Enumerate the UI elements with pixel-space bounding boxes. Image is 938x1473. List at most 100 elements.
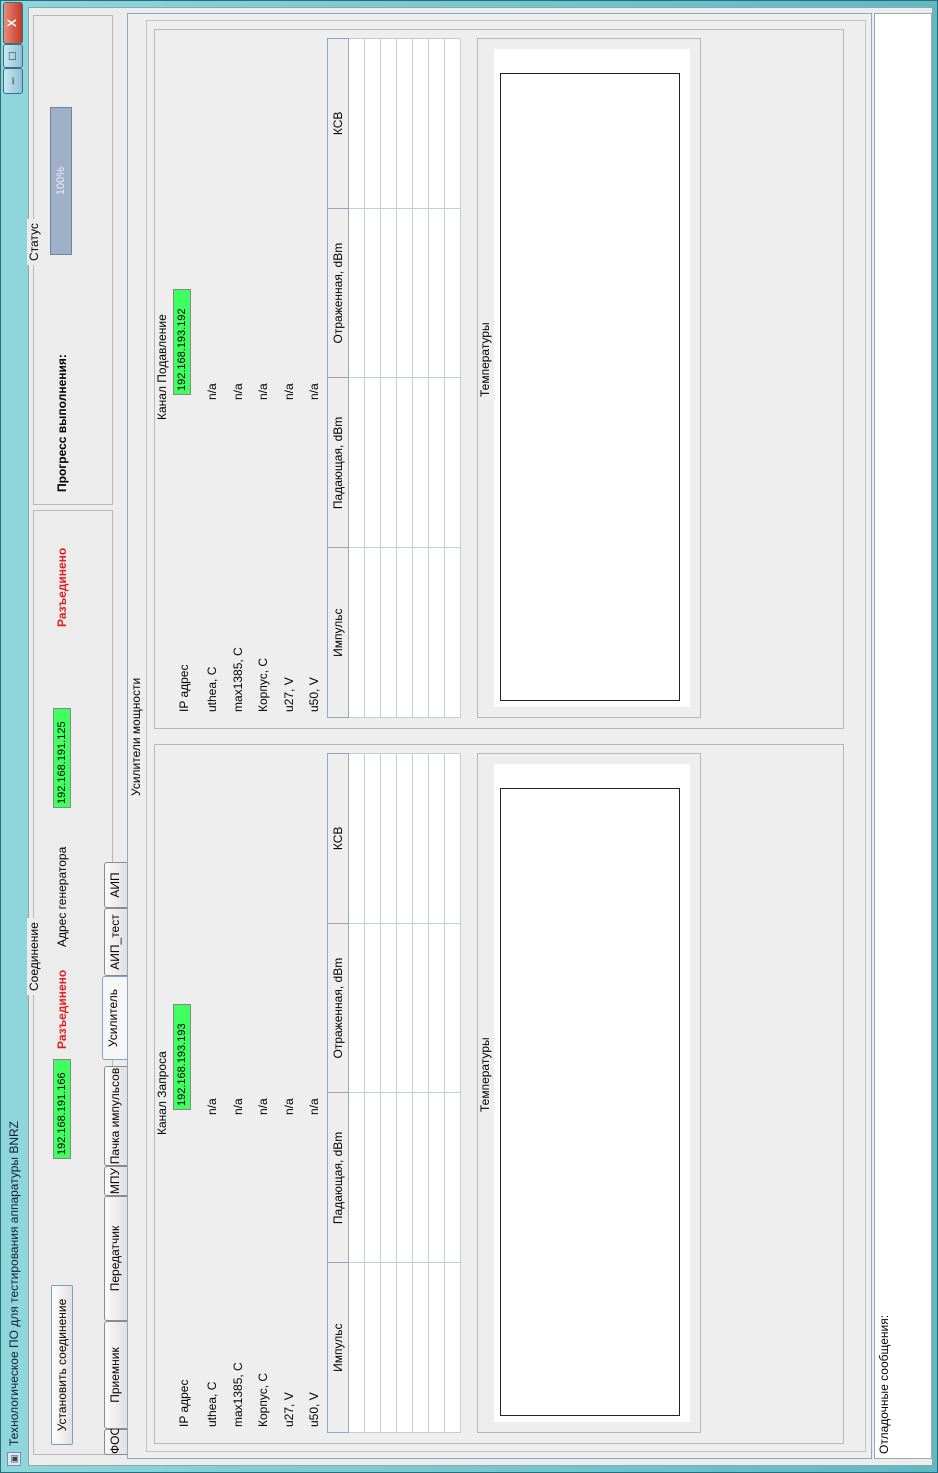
table-row[interactable] xyxy=(428,753,445,1433)
table-cell[interactable] xyxy=(364,1093,381,1263)
table-cell[interactable] xyxy=(444,753,461,924)
table-cell[interactable] xyxy=(380,1262,397,1433)
table-row[interactable] xyxy=(428,38,445,718)
table-cell[interactable] xyxy=(396,923,413,1093)
tab-aip[interactable]: АИП xyxy=(104,862,127,908)
maximize-button[interactable]: □ xyxy=(3,44,23,68)
table-cell[interactable] xyxy=(380,753,397,924)
connect-button[interactable]: Установить соединение xyxy=(51,1285,73,1445)
table-cell[interactable] xyxy=(348,1093,365,1263)
generator-ip-field[interactable]: 192.168.191.125 xyxy=(53,708,71,808)
table-cell[interactable] xyxy=(364,208,381,378)
col-reflected[interactable]: Отраженная, dBm xyxy=(327,208,349,378)
table-cell[interactable] xyxy=(412,547,429,718)
table-cell[interactable] xyxy=(428,753,445,924)
table-cell[interactable] xyxy=(396,1262,413,1433)
col-pulse[interactable]: Импульс xyxy=(327,547,349,718)
table-cell[interactable] xyxy=(396,547,413,718)
table-row[interactable] xyxy=(444,38,461,718)
table-cell[interactable] xyxy=(396,378,413,548)
table-cell[interactable] xyxy=(396,1093,413,1263)
col-incident[interactable]: Падающая, dBm xyxy=(327,378,349,548)
tab-pulse-burst[interactable]: Пачка импульсов xyxy=(104,1066,127,1166)
table-cell[interactable] xyxy=(380,923,397,1093)
table-cell[interactable] xyxy=(444,547,461,718)
table-cell[interactable] xyxy=(364,378,381,548)
ip-address-field[interactable]: 192.168.191.166 xyxy=(53,1059,71,1159)
tab-amplifier[interactable]: Усилитель xyxy=(102,976,128,1060)
window-title: Технологическое ПО для тестирования аппа… xyxy=(7,1121,21,1446)
table-row[interactable] xyxy=(380,753,397,1433)
table-cell[interactable] xyxy=(428,547,445,718)
table-cell[interactable] xyxy=(428,208,445,378)
table-cell[interactable] xyxy=(364,753,381,924)
table-row[interactable] xyxy=(380,38,397,718)
table-cell[interactable] xyxy=(364,547,381,718)
table-cell[interactable] xyxy=(348,923,365,1093)
table-cell[interactable] xyxy=(348,753,365,924)
client-area: Соединение Установить соединение 192.168… xyxy=(27,7,933,1466)
table-cell[interactable] xyxy=(444,1262,461,1433)
table-cell[interactable] xyxy=(412,38,429,209)
table-cell[interactable] xyxy=(412,1093,429,1263)
table-row[interactable] xyxy=(396,38,413,718)
table-cell[interactable] xyxy=(412,208,429,378)
table-cell[interactable] xyxy=(348,1262,365,1433)
table-cell[interactable] xyxy=(412,923,429,1093)
table-cell[interactable] xyxy=(428,1093,445,1263)
table-cell[interactable] xyxy=(428,1262,445,1433)
table-cell[interactable] xyxy=(396,208,413,378)
tab-receiver[interactable]: Приемник xyxy=(104,1321,127,1429)
tab-transmitter[interactable]: Передатчик xyxy=(104,1196,127,1321)
table-cell[interactable] xyxy=(396,753,413,924)
col-incident[interactable]: Падающая, dBm xyxy=(327,1093,349,1263)
tab-fos[interactable]: ФОС xyxy=(104,1427,127,1455)
table-row[interactable] xyxy=(364,38,381,718)
col-pulse[interactable]: Импульс xyxy=(327,1262,349,1433)
col-vswr[interactable]: КСВ xyxy=(327,753,349,924)
close-button[interactable]: X xyxy=(3,2,23,44)
suppression-channel-ip[interactable]: 192.168.193.192 xyxy=(173,289,191,395)
table-cell[interactable] xyxy=(380,1093,397,1263)
table-row[interactable] xyxy=(348,753,365,1433)
table-cell[interactable] xyxy=(348,378,365,548)
table-cell[interactable] xyxy=(380,208,397,378)
debug-messages-panel[interactable]: Отладочные сообщения: xyxy=(874,13,932,1459)
temperatures-title: Температуры xyxy=(478,322,492,397)
table-cell[interactable] xyxy=(380,547,397,718)
table-cell[interactable] xyxy=(364,38,381,209)
table-cell[interactable] xyxy=(428,378,445,548)
tab-aip-test[interactable]: АИП_тест xyxy=(104,908,127,976)
tab-mpu[interactable]: МПУ xyxy=(104,1166,127,1196)
table-row[interactable] xyxy=(348,38,365,718)
table-cell[interactable] xyxy=(348,208,365,378)
col-vswr[interactable]: КСВ xyxy=(327,38,349,209)
table-cell[interactable] xyxy=(428,38,445,209)
request-channel-ip[interactable]: 192.168.193.193 xyxy=(173,1004,191,1110)
table-row[interactable] xyxy=(444,753,461,1433)
table-cell[interactable] xyxy=(364,923,381,1093)
minimize-button[interactable]: – xyxy=(3,68,23,94)
table-cell[interactable] xyxy=(444,1093,461,1263)
table-cell[interactable] xyxy=(380,38,397,209)
table-cell[interactable] xyxy=(428,923,445,1093)
progress-bar: 100% xyxy=(50,107,72,255)
table-cell[interactable] xyxy=(348,547,365,718)
table-row[interactable] xyxy=(412,38,429,718)
table-cell[interactable] xyxy=(412,1262,429,1433)
table-cell[interactable] xyxy=(348,38,365,209)
table-cell[interactable] xyxy=(396,38,413,209)
col-reflected[interactable]: Отраженная, dBm xyxy=(327,923,349,1093)
table-cell[interactable] xyxy=(364,1262,381,1433)
table-row[interactable] xyxy=(364,753,381,1433)
case-temp-label: Корпус, C xyxy=(256,657,270,712)
table-cell[interactable] xyxy=(444,208,461,378)
table-cell[interactable] xyxy=(412,753,429,924)
table-cell[interactable] xyxy=(444,923,461,1093)
table-row[interactable] xyxy=(412,753,429,1433)
table-cell[interactable] xyxy=(412,378,429,548)
table-row[interactable] xyxy=(396,753,413,1433)
table-cell[interactable] xyxy=(444,38,461,209)
table-cell[interactable] xyxy=(444,378,461,548)
table-cell[interactable] xyxy=(380,378,397,548)
